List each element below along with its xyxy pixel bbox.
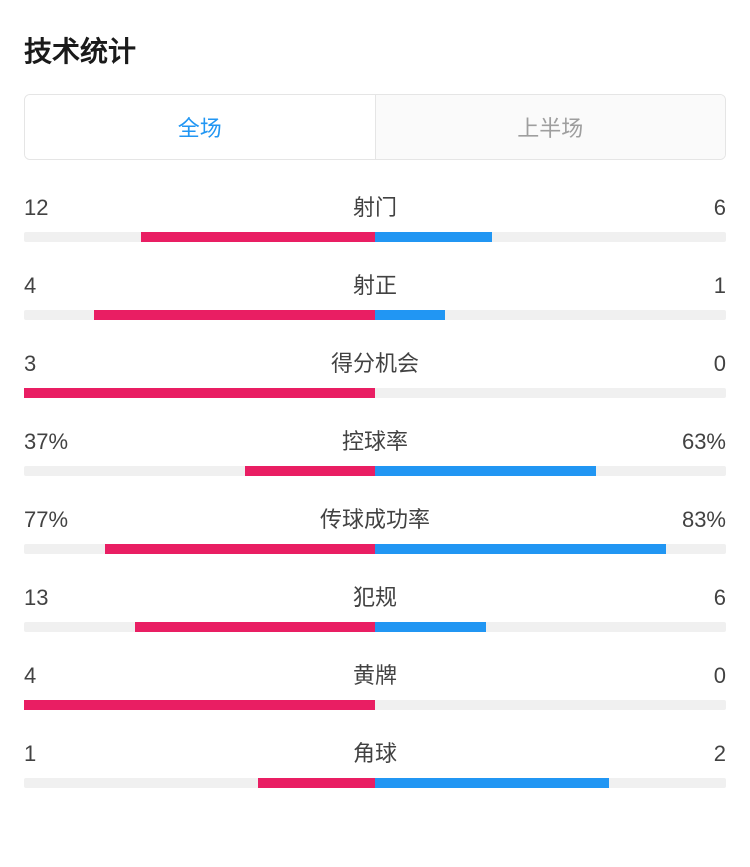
stat-bar xyxy=(24,778,726,788)
bar-left-half xyxy=(24,310,375,320)
stat-right-value: 0 xyxy=(666,351,726,377)
bar-right-fill xyxy=(375,778,609,788)
bar-left-fill xyxy=(94,310,375,320)
bar-left-fill xyxy=(105,544,375,554)
stat-row: 4射正1 xyxy=(24,268,726,320)
bar-right-half xyxy=(375,232,726,242)
stat-labels: 4射正1 xyxy=(24,268,726,300)
bar-right-fill xyxy=(375,622,486,632)
stats-panel: 技术统计 全场 上半场 12射门64射正13得分机会037%控球率63%77%传… xyxy=(0,0,750,834)
stat-row: 12射门6 xyxy=(24,190,726,242)
stat-row: 13犯规6 xyxy=(24,580,726,632)
bar-right-half xyxy=(375,466,726,476)
bar-right-half xyxy=(375,778,726,788)
bar-left-fill xyxy=(258,778,375,788)
bar-right-half xyxy=(375,310,726,320)
tab-full-match[interactable]: 全场 xyxy=(25,95,375,159)
stat-row: 37%控球率63% xyxy=(24,424,726,476)
bar-right-half xyxy=(375,544,726,554)
stat-name: 角球 xyxy=(84,736,666,768)
stat-labels: 37%控球率63% xyxy=(24,424,726,456)
stat-row: 77%传球成功率83% xyxy=(24,502,726,554)
bar-left-half xyxy=(24,622,375,632)
stat-bar xyxy=(24,544,726,554)
bar-left-half xyxy=(24,232,375,242)
tab-bar: 全场 上半场 xyxy=(24,94,726,160)
bar-left-half xyxy=(24,544,375,554)
bar-left-fill xyxy=(24,700,375,710)
stat-row: 3得分机会0 xyxy=(24,346,726,398)
bar-left-half xyxy=(24,388,375,398)
bar-right-half xyxy=(375,388,726,398)
stat-name: 黄牌 xyxy=(84,658,666,690)
bar-left-fill xyxy=(135,622,375,632)
stat-right-value: 2 xyxy=(666,741,726,767)
stat-labels: 3得分机会0 xyxy=(24,346,726,378)
bar-left-half xyxy=(24,700,375,710)
stat-right-value: 83% xyxy=(666,507,726,533)
stat-left-value: 1 xyxy=(24,741,84,767)
stat-right-value: 1 xyxy=(666,273,726,299)
bar-right-half xyxy=(375,622,726,632)
stat-name: 传球成功率 xyxy=(84,502,666,534)
bar-left-fill xyxy=(141,232,375,242)
tab-label: 全场 xyxy=(178,116,222,141)
stat-labels: 1角球2 xyxy=(24,736,726,768)
stat-name: 犯规 xyxy=(84,580,666,612)
stat-right-value: 0 xyxy=(666,663,726,689)
tab-first-half[interactable]: 上半场 xyxy=(375,95,726,159)
bar-left-fill xyxy=(245,466,375,476)
stat-bar xyxy=(24,232,726,242)
stat-bar xyxy=(24,466,726,476)
stat-right-value: 63% xyxy=(666,429,726,455)
stat-left-value: 37% xyxy=(24,429,84,455)
stat-name: 得分机会 xyxy=(84,346,666,378)
bar-left-half xyxy=(24,778,375,788)
stat-row: 1角球2 xyxy=(24,736,726,788)
stat-left-value: 13 xyxy=(24,585,84,611)
stat-left-value: 4 xyxy=(24,273,84,299)
stat-left-value: 3 xyxy=(24,351,84,377)
stat-bar xyxy=(24,700,726,710)
stat-labels: 13犯规6 xyxy=(24,580,726,612)
bar-right-fill xyxy=(375,232,492,242)
bar-right-fill xyxy=(375,466,596,476)
stat-right-value: 6 xyxy=(666,195,726,221)
bar-right-fill xyxy=(375,544,666,554)
bar-right-half xyxy=(375,700,726,710)
tab-label: 上半场 xyxy=(517,116,583,141)
stat-left-value: 77% xyxy=(24,507,84,533)
bar-left-fill xyxy=(24,388,375,398)
stat-labels: 4黄牌0 xyxy=(24,658,726,690)
stat-left-value: 4 xyxy=(24,663,84,689)
stat-bar xyxy=(24,310,726,320)
stat-left-value: 12 xyxy=(24,195,84,221)
stat-name: 控球率 xyxy=(84,424,666,456)
stats-list: 12射门64射正13得分机会037%控球率63%77%传球成功率83%13犯规6… xyxy=(24,190,726,788)
page-title: 技术统计 xyxy=(24,30,726,70)
stat-right-value: 6 xyxy=(666,585,726,611)
stat-labels: 12射门6 xyxy=(24,190,726,222)
stat-bar xyxy=(24,622,726,632)
stat-bar xyxy=(24,388,726,398)
stat-name: 射正 xyxy=(84,268,666,300)
bar-left-half xyxy=(24,466,375,476)
stat-name: 射门 xyxy=(84,190,666,222)
stat-labels: 77%传球成功率83% xyxy=(24,502,726,534)
bar-right-fill xyxy=(375,310,445,320)
stat-row: 4黄牌0 xyxy=(24,658,726,710)
